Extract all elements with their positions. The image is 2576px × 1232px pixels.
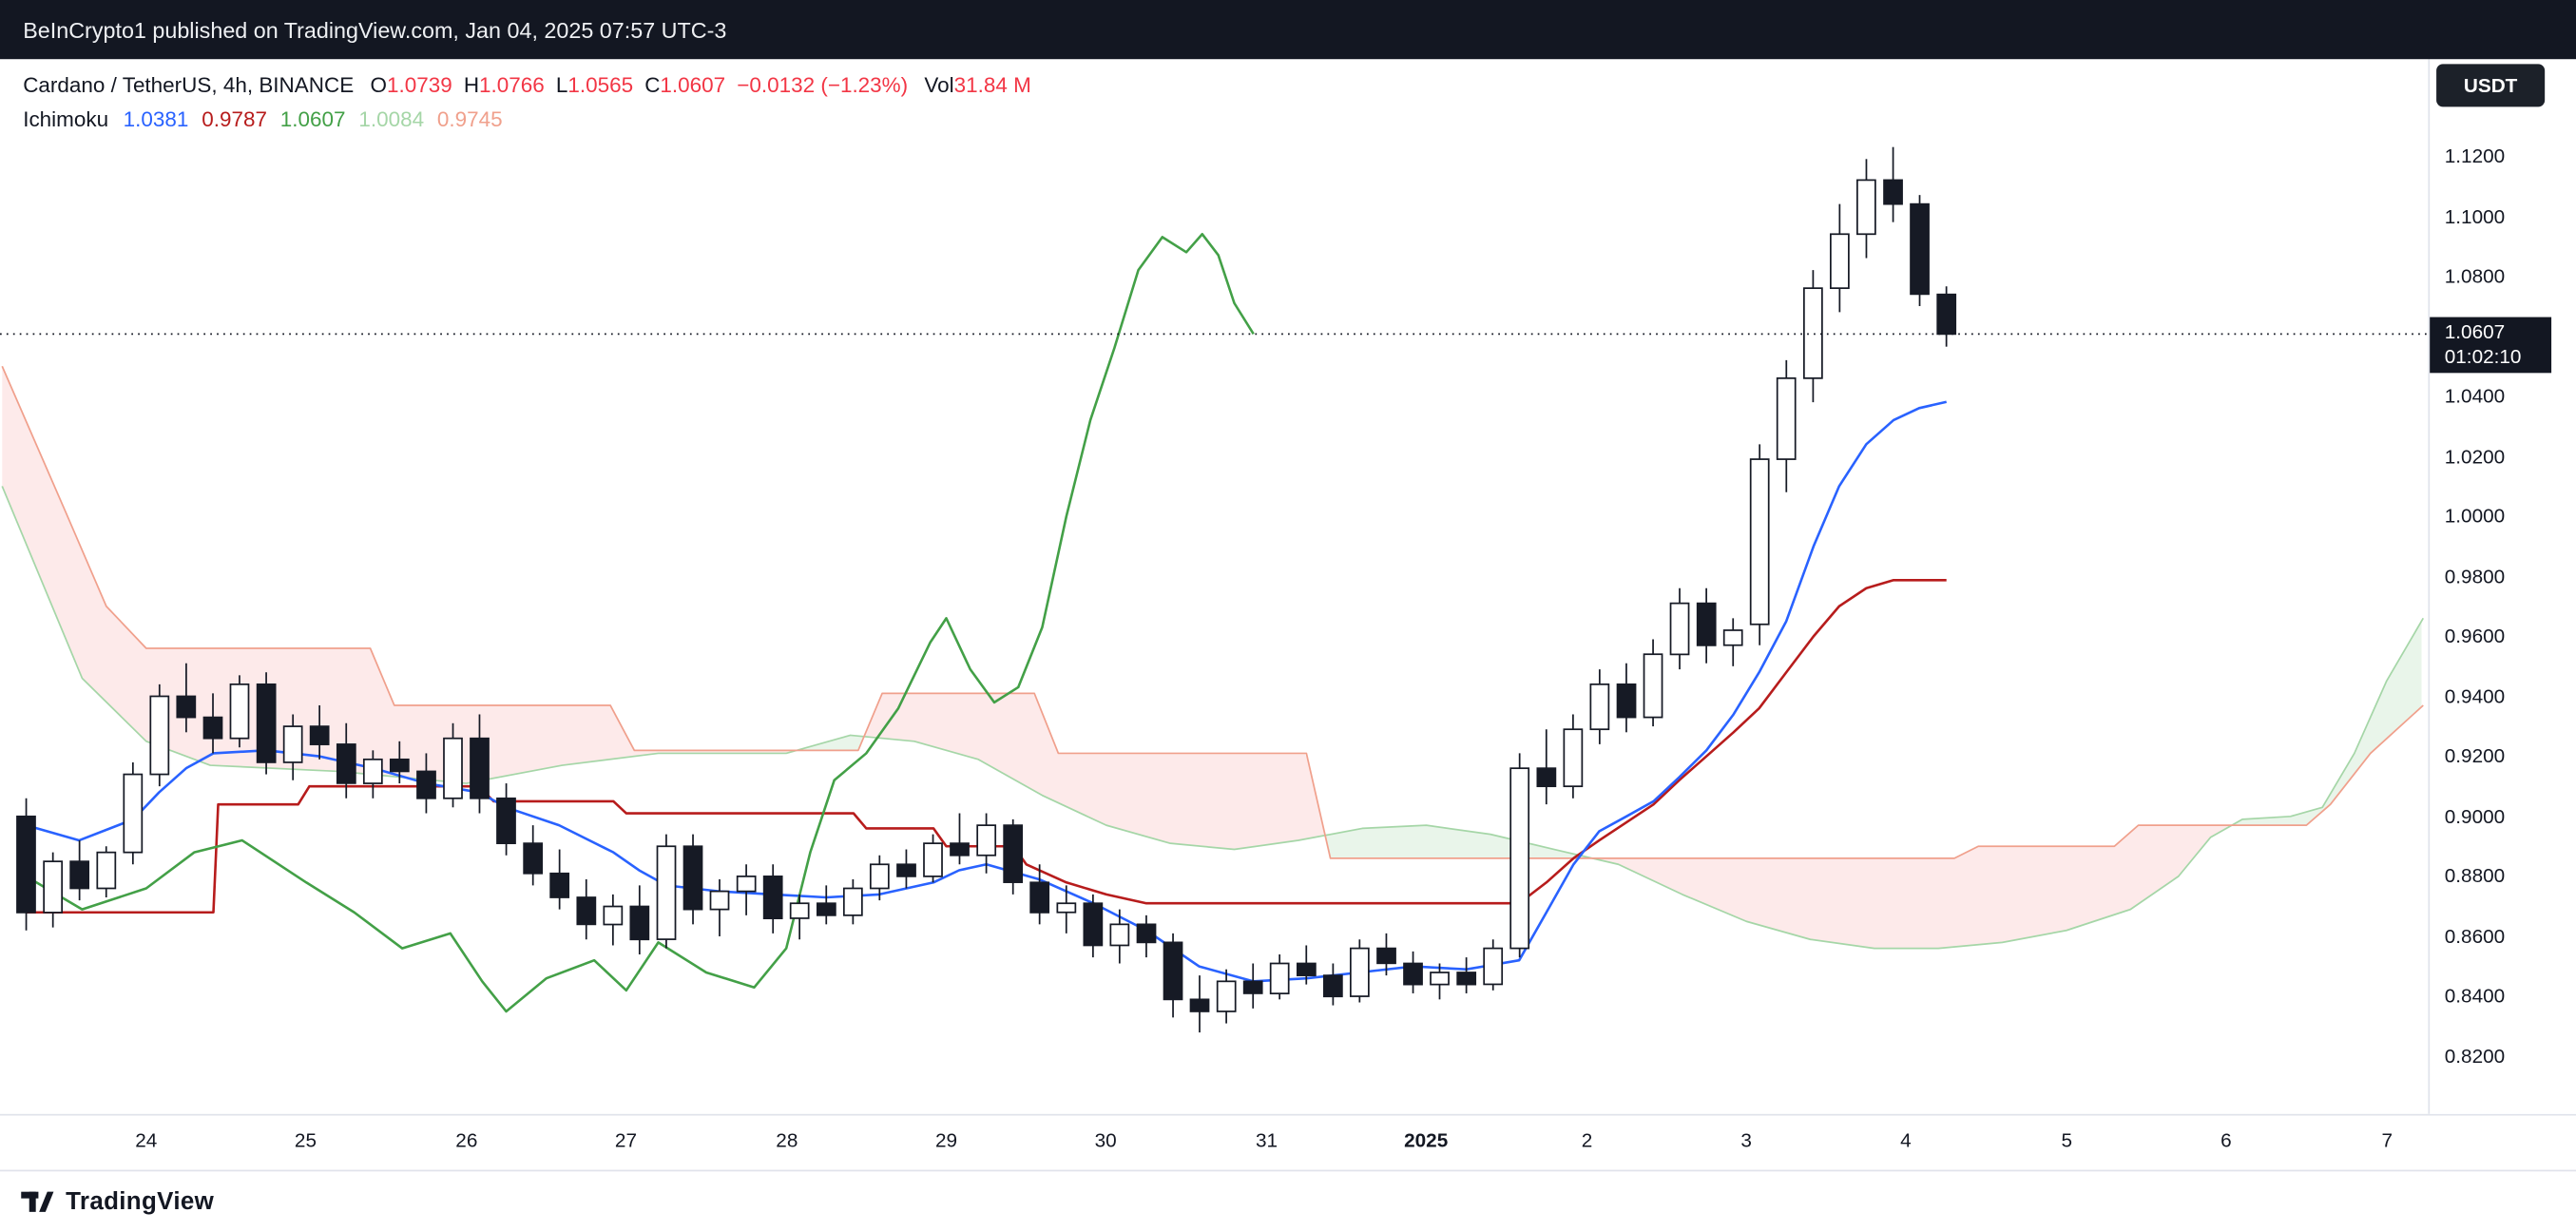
time-tick-label: 29: [934, 1128, 958, 1152]
change-value: −0.0132 (−1.23%): [737, 71, 909, 97]
leading-span-a-line: [1, 486, 2425, 950]
time-tick-label: 25: [294, 1128, 317, 1152]
price-scale[interactable]: USDT 1.1200 1.1000 1.0800 1.0400 1.0200 1.000…: [2428, 59, 2576, 1114]
tradingview-logo-icon[interactable]: [20, 1184, 54, 1219]
ohlc-token: C1.0607: [644, 71, 726, 97]
price-tick-label: 0.9000: [2444, 804, 2506, 829]
price-tick-label: 0.9600: [2444, 624, 2506, 647]
price-tick-label: 1.0200: [2444, 445, 2506, 469]
price-tick-label: 0.9400: [2444, 684, 2506, 708]
price-tick-label: 0.8800: [2444, 864, 2506, 888]
time-tick-label: 26: [455, 1128, 478, 1152]
price-tick-label: 0.9200: [2444, 743, 2506, 768]
price-tick-label: 1.1200: [2444, 144, 2506, 168]
last-price-label: 1.0607 01:02:10: [2430, 317, 2552, 374]
currency-toggle-button[interactable]: USDT: [2436, 64, 2546, 107]
time-tick-label: 6: [2220, 1128, 2232, 1152]
indicator-name[interactable]: Ichimoku: [23, 106, 109, 131]
time-tick-label: 2025: [1404, 1128, 1449, 1152]
price-tick-label: 0.8200: [2444, 1045, 2506, 1068]
price-tick-label: 1.0400: [2444, 384, 2506, 408]
volume-readout: Vol31.84 M: [924, 71, 1030, 96]
volume-value: 31.84 M: [953, 71, 1031, 97]
time-tick-label: 5: [2061, 1128, 2073, 1152]
candlestick-series: [16, 146, 1957, 1033]
indicator-values: 1.0381 0.9787 1.0607 1.0084 0.9745: [124, 106, 516, 130]
indicator-value: 0.9745: [436, 106, 503, 131]
price-tick-label: 0.8600: [2444, 925, 2506, 949]
price-tick-label: 1.0800: [2444, 264, 2506, 288]
last-price-value: 1.0607: [2444, 320, 2506, 344]
indicator-legend[interactable]: Ichimoku 1.0381 0.9787 1.0607 1.0084 0.9745: [23, 104, 515, 133]
price-tick-label: 1.1000: [2444, 205, 2506, 229]
leading-span-b-line: [1, 365, 2424, 859]
symbol-title[interactable]: Cardano / TetherUS, 4h, BINANCE: [23, 71, 355, 97]
indicator-value: 0.9787: [202, 106, 267, 131]
symbol-legend[interactable]: Cardano / TetherUS, 4h, BINANCE O1.0739 H…: [23, 69, 1043, 99]
time-tick-label: 3: [1740, 1128, 1752, 1152]
attribution-text: BeInCrypto1 published on TradingView.com…: [23, 17, 727, 43]
time-tick-label: 4: [1900, 1128, 1912, 1152]
time-tick-label: 30: [1094, 1128, 1117, 1152]
attribution-bar: BeInCrypto1 published on TradingView.com…: [0, 0, 2576, 60]
price-tick-label: 0.9800: [2444, 565, 2506, 588]
time-scale[interactable]: 24 25 26 27 28 29 30 31 2025 2 3 4 5 6 7: [0, 1113, 2576, 1172]
ohlc-token: L1.0565: [555, 71, 634, 97]
time-tick-label: 2: [1581, 1128, 1593, 1152]
indicator-value: 1.0607: [279, 106, 346, 131]
indicator-value: 1.0084: [358, 106, 425, 131]
ohlc-token: O1.0739: [370, 71, 452, 97]
footer-bar: TradingView: [0, 1169, 2576, 1232]
time-tick-label: 27: [614, 1128, 638, 1152]
candle-countdown: 01:02:10: [2444, 344, 2522, 369]
time-tick-label: 31: [1255, 1128, 1278, 1152]
price-tick-label: 1.0000: [2444, 504, 2506, 528]
time-tick-label: 28: [776, 1128, 798, 1152]
ichimoku-cloud: [2, 366, 2422, 949]
volume-label: Vol: [924, 71, 954, 97]
price-tick-label: 0.8400: [2444, 984, 2506, 1008]
ohlc-token: H1.0766: [463, 71, 545, 97]
price-chart[interactable]: [0, 0, 2429, 1232]
tradingview-wordmark[interactable]: TradingView: [66, 1187, 215, 1216]
ohlc-values: O1.0739 H1.0766 L1.0565 C1.0607: [370, 71, 737, 96]
time-tick-label: 24: [135, 1128, 158, 1152]
indicator-value: 1.0381: [123, 106, 189, 131]
lagging-span-line: [25, 232, 1255, 1013]
time-tick-label: 7: [2381, 1128, 2393, 1152]
